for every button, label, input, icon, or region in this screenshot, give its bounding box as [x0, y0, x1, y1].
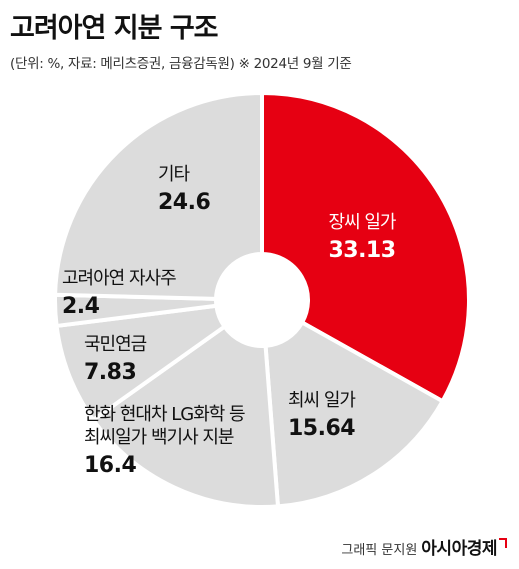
- slice-label-0: 장씨 일가 33.13: [328, 212, 396, 263]
- pie-slice-0: [260, 91, 471, 404]
- pie-slice-1: [263, 320, 445, 509]
- brand-logo: 아시아경제: [421, 539, 497, 559]
- slice-name-0-0: 장씨 일가: [329, 212, 396, 233]
- credit-text: 그래픽 문지원: [341, 543, 418, 558]
- slice-label-3: 국민연금 7.83: [84, 334, 148, 385]
- slice-name-3-0: 국민연금: [84, 334, 147, 355]
- slice-value-2: 16.4: [84, 453, 136, 478]
- slice-value-1: 15.64: [288, 416, 355, 441]
- pie-slice-5: [53, 91, 264, 301]
- chart-subtitle: (단위: %, 자료: 메리츠증권, 금융감독원) ※ 2024년 9월 기준: [10, 56, 352, 72]
- slice-value-0: 33.13: [328, 238, 395, 263]
- slice-value-5: 24.6: [158, 190, 210, 215]
- slice-name-4-0: 고려아연 자사주: [62, 268, 176, 289]
- slice-value-3: 7.83: [84, 360, 136, 385]
- slice-name-2-1: 최씨일가 백기사 지분: [84, 427, 234, 448]
- slice-name-2-0: 한화 현대차 LG화학 등: [84, 404, 245, 425]
- slice-name-1-0: 최씨 일가: [288, 390, 355, 411]
- credit: 그래픽 문지원 아시아경제: [341, 534, 507, 559]
- brand-mark-icon: [499, 538, 507, 548]
- slice-value-4: 2.4: [62, 294, 100, 319]
- pie-slice-2: [91, 324, 280, 509]
- chart-title: 고려아연 지분 구조: [10, 13, 219, 44]
- slice-label-5: 기타 24.6: [158, 164, 211, 215]
- slice-label-4: 고려아연 자사주 2.4: [62, 268, 177, 319]
- slice-label-1: 최씨 일가 15.64: [288, 390, 356, 441]
- slice-name-5-0: 기타: [158, 164, 191, 185]
